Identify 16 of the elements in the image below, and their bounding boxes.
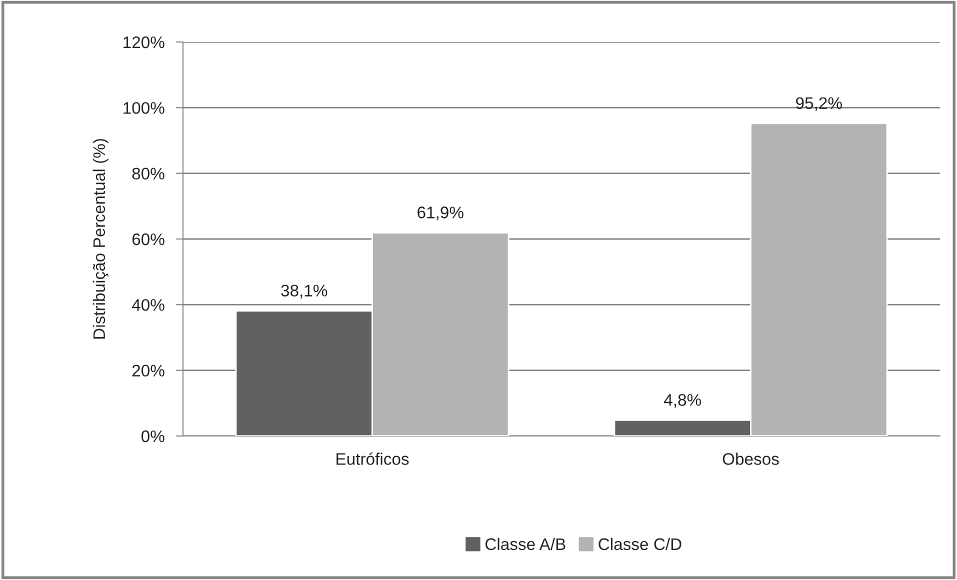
data-label: 61,9% <box>418 206 464 220</box>
x-tick-label: Obesos <box>722 452 779 465</box>
y-tick-label: 40% <box>132 299 164 311</box>
y-tick-label: 60% <box>132 233 164 246</box>
y-tick-label: 0% <box>142 430 164 442</box>
legend-label: Classe C/D <box>598 538 682 550</box>
data-label: 38,1% <box>281 284 328 298</box>
y-axis-title: Distribuição Percentual (%) <box>92 139 108 339</box>
y-tick-label: 80% <box>132 168 164 180</box>
data-label: 95,2% <box>796 97 842 111</box>
legend-label: Classe A/B <box>485 538 566 550</box>
y-tick-label: 120% <box>124 36 164 48</box>
y-tick-label: 100% <box>124 102 164 114</box>
x-tick-label: Eutróficos <box>336 452 409 465</box>
data-label: 4,8% <box>664 394 702 408</box>
y-tick-label: 20% <box>132 364 164 377</box>
